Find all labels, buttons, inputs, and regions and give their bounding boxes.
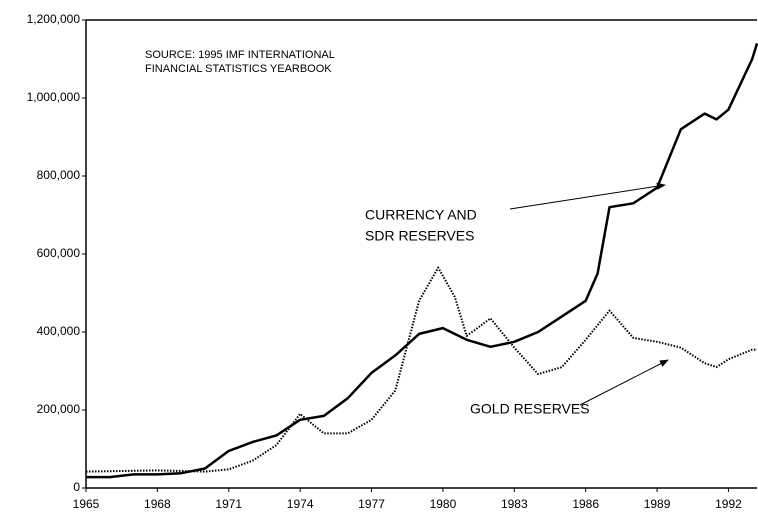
- arrow: [509, 182, 666, 210]
- x-tick-label: 1989: [644, 497, 671, 511]
- x-tick-label: 1965: [73, 497, 100, 511]
- annotation: CURRENCY AND: [365, 207, 477, 223]
- y-tick-label: 600,000: [37, 246, 81, 260]
- x-tick-label: 1968: [144, 497, 171, 511]
- y-tick-label: 200,000: [37, 402, 81, 416]
- y-tick-label: 800,000: [37, 168, 81, 182]
- y-tick-label: 1,200,000: [27, 12, 81, 26]
- x-tick-label: 1983: [501, 497, 528, 511]
- x-tick-label: 1974: [287, 497, 314, 511]
- y-tick-label: 0: [73, 480, 80, 494]
- annotation: FINANCIAL STATISTICS YEARBOOK: [145, 63, 332, 75]
- x-tick-label: 1977: [358, 497, 385, 511]
- annotation: SOURCE: 1995 IMF INTERNATIONAL: [145, 49, 335, 61]
- y-tick-label: 400,000: [37, 324, 81, 338]
- x-tick-label: 1971: [215, 497, 242, 511]
- x-tick-label: 1980: [430, 497, 457, 511]
- arrow: [579, 359, 669, 406]
- y-tick-label: 1,000,000: [27, 90, 81, 104]
- currency-line: [86, 43, 758, 479]
- annotation: SDR RESERVES: [365, 228, 474, 244]
- x-tick-label: 1986: [572, 497, 599, 511]
- annotation: GOLD RESERVES: [470, 401, 590, 417]
- x-tick-label: 1992: [715, 497, 742, 511]
- gold-line: [85, 266, 757, 473]
